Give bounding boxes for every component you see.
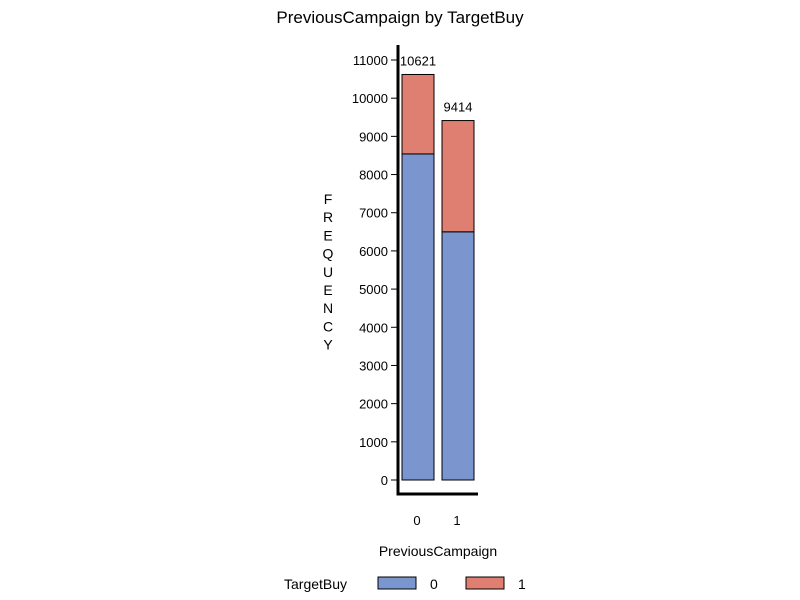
bar-segment-cat0-series1 — [401, 73, 435, 155]
bar-total-label: 9414 — [444, 100, 473, 115]
bar-segment-cat0-series0 — [401, 153, 435, 481]
y-tick-label: 8000 — [359, 168, 388, 183]
legend-title: TargetBuy — [284, 576, 347, 592]
bar-segment-cat1-series0 — [441, 231, 475, 481]
y-tick-label: 1000 — [359, 435, 388, 450]
y-tick-label: 3000 — [359, 358, 388, 373]
y-tick-label: 5000 — [359, 282, 388, 297]
bar-total-label: 10621 — [400, 53, 436, 68]
bar-segment-cat1-series1 — [441, 120, 475, 233]
x-tick-label: 0 — [413, 513, 420, 528]
y-tick-label: 7000 — [359, 206, 388, 221]
chart-title: PreviousCampaign by TargetBuy — [276, 8, 524, 27]
legend-label-0: 0 — [430, 576, 438, 592]
x-axis-label: PreviousCampaign — [379, 543, 497, 559]
bar-totals: 10621 9414 — [400, 53, 473, 114]
y-axis-ticks: 0 1000 2000 3000 4000 5000 6000 7000 8000 9000 100… — [352, 53, 398, 488]
y-tick-label: 2000 — [359, 397, 388, 412]
y-tick-label: 11000 — [353, 53, 388, 68]
y-tick-label: 4000 — [359, 320, 388, 335]
x-tick-label: 1 — [453, 513, 460, 528]
legend-swatch-1 — [465, 576, 505, 590]
y-tick-label: 6000 — [359, 244, 388, 259]
y-tick-label: 9000 — [359, 129, 388, 144]
legend-label-1: 1 — [518, 576, 526, 592]
bars — [401, 73, 475, 481]
y-tick-label: 0 — [381, 473, 388, 488]
legend-swatch-0 — [377, 576, 417, 590]
y-tick-label: 10000 — [352, 91, 388, 106]
